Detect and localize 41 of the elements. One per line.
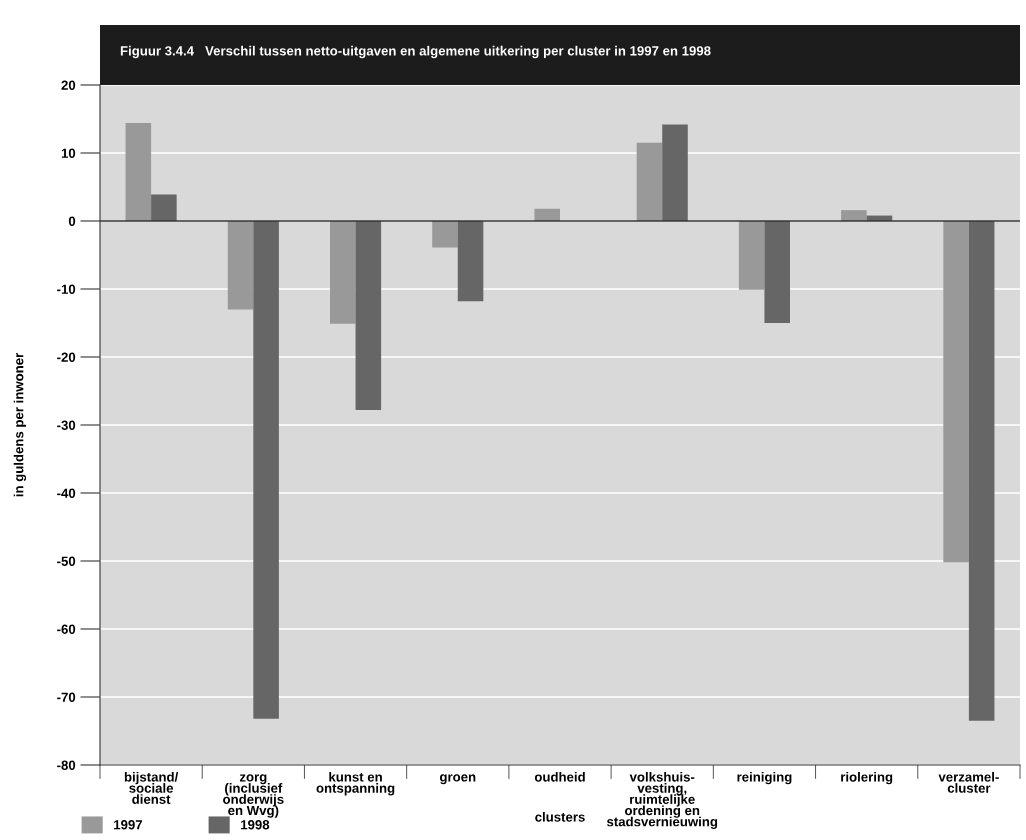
bar bbox=[227, 221, 254, 310]
bar bbox=[355, 221, 382, 411]
legend-label: 1997 bbox=[114, 820, 143, 830]
y-tick-label: -10 bbox=[57, 284, 76, 294]
chart-title: Figuur 3.4.4 Verschil tussen netto-uitgaven en algemene uitkering per cluster in 1997 en 1998 bbox=[120, 45, 711, 59]
x-tick-label: volkshuis- vesting, ruimtelijke ordening en stadsvernieuwing bbox=[606, 771, 718, 830]
legend-label: 1998 bbox=[241, 820, 270, 830]
x-tick-label: verzamel- cluster bbox=[938, 771, 999, 793]
y-tick-label: -70 bbox=[57, 692, 76, 702]
x-tick-label: zorg (inclusief onderwijs en Wvg) bbox=[223, 774, 284, 818]
y-tick-label: -40 bbox=[57, 488, 76, 498]
y-tick-label: -30 bbox=[57, 420, 76, 430]
bar bbox=[432, 221, 458, 248]
bar bbox=[968, 221, 995, 721]
bar bbox=[662, 124, 688, 221]
x-tick-label: reiniging bbox=[737, 771, 792, 785]
bar bbox=[457, 221, 484, 302]
x-tick-label: kunst en ontspanning bbox=[316, 771, 395, 796]
bar bbox=[253, 221, 279, 719]
x-tick-label: bijstand/ sociale dienst bbox=[124, 771, 179, 804]
y-tick-label: 0 bbox=[68, 216, 76, 226]
y-tick-label: -20 bbox=[57, 352, 76, 362]
y-tick-label: 10 bbox=[61, 148, 76, 158]
bar bbox=[534, 208, 560, 221]
y-tick-label: -60 bbox=[57, 624, 76, 634]
bar bbox=[636, 142, 663, 221]
bar bbox=[330, 221, 356, 324]
bar bbox=[125, 123, 152, 221]
x-tick-label: groen bbox=[440, 774, 476, 785]
bar bbox=[151, 194, 177, 221]
bar bbox=[943, 221, 969, 563]
y-tick-label: 20 bbox=[61, 80, 76, 90]
x-tick-label: oudheid bbox=[534, 771, 585, 782]
y-axis-title: in guldens per inwoner bbox=[13, 352, 27, 497]
y-tick-label: -50 bbox=[57, 556, 76, 566]
bar bbox=[764, 221, 790, 323]
bar bbox=[738, 221, 765, 290]
bar bbox=[841, 210, 867, 221]
x-axis-title: clusters bbox=[535, 812, 585, 822]
x-tick-label: riolering bbox=[841, 771, 893, 785]
y-tick-label: -80 bbox=[57, 760, 76, 770]
